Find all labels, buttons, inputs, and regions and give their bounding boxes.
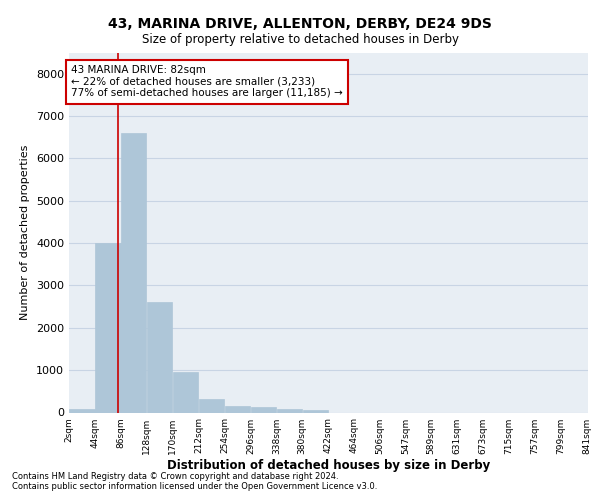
Bar (147, 302, 172, 412)
Bar (173, 372, 198, 412)
Bar (121, 133, 146, 412)
Text: Contains HM Land Registry data © Crown copyright and database right 2024.: Contains HM Land Registry data © Crown c… (12, 472, 338, 481)
Bar (95, 243, 121, 412)
Y-axis label: Number of detached properties: Number of detached properties (20, 145, 31, 320)
Bar (70, 408, 95, 412)
Bar (199, 398, 224, 412)
Text: Size of property relative to detached houses in Derby: Size of property relative to detached ho… (142, 32, 458, 46)
Bar (277, 409, 302, 412)
Bar (302, 410, 328, 412)
Text: Contains public sector information licensed under the Open Government Licence v3: Contains public sector information licen… (12, 482, 377, 491)
Text: 43, MARINA DRIVE, ALLENTON, DERBY, DE24 9DS: 43, MARINA DRIVE, ALLENTON, DERBY, DE24 … (108, 18, 492, 32)
Text: 43 MARINA DRIVE: 82sqm
← 22% of detached houses are smaller (3,233)
77% of semi-: 43 MARINA DRIVE: 82sqm ← 22% of detached… (71, 65, 343, 98)
Bar (225, 406, 250, 412)
Bar (251, 407, 276, 412)
X-axis label: Distribution of detached houses by size in Derby: Distribution of detached houses by size … (167, 460, 490, 472)
